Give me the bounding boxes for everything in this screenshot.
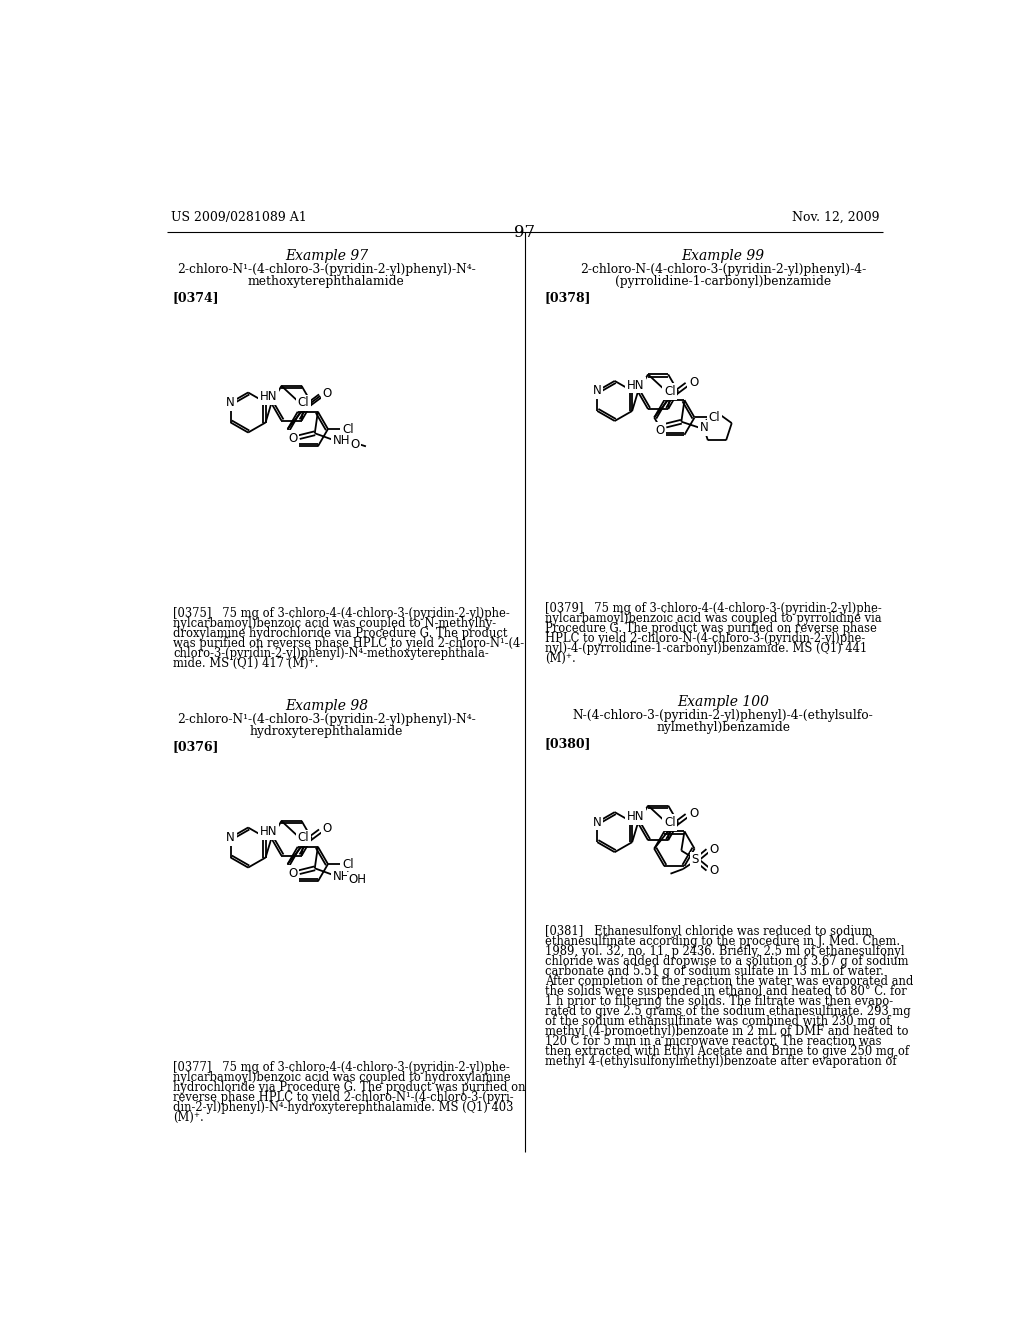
Text: O: O	[350, 437, 359, 450]
Text: US 2009/0281089 A1: US 2009/0281089 A1	[171, 211, 306, 224]
Text: 120 C for 5 min in a microwave reactor. The reaction was: 120 C for 5 min in a microwave reactor. …	[545, 1035, 882, 1048]
Text: O: O	[710, 842, 719, 855]
Text: chloride was added dropwise to a solution of 3.67 g of sodium: chloride was added dropwise to a solutio…	[545, 956, 908, 969]
Text: S: S	[691, 853, 699, 866]
Text: Example 97: Example 97	[285, 249, 368, 263]
Text: Cl: Cl	[342, 422, 354, 436]
Text: methoxyterephthalamide: methoxyterephthalamide	[248, 276, 404, 289]
Text: din-2-yl)phenyl)-N⁴-hydroxyterephthalamide. MS (Q1) 403: din-2-yl)phenyl)-N⁴-hydroxyterephthalami…	[173, 1101, 513, 1114]
Text: N: N	[593, 384, 602, 397]
Text: HN: HN	[260, 825, 278, 838]
Text: 2-chloro-N¹-(4-chloro-3-(pyridin-2-yl)phenyl)-N⁴-: 2-chloro-N¹-(4-chloro-3-(pyridin-2-yl)ph…	[177, 263, 476, 276]
Text: 1989, vol. 32, no. 11, p 2436. Briefly, 2.5 ml of ethanesulfonyl: 1989, vol. 32, no. 11, p 2436. Briefly, …	[545, 945, 904, 958]
Text: carbonate and 5.51 g of sodium sulfate in 13 mL of water.: carbonate and 5.51 g of sodium sulfate i…	[545, 965, 884, 978]
Text: [0378]: [0378]	[545, 290, 592, 304]
Text: N-(4-chloro-3-(pyridin-2-yl)phenyl)-4-(ethylsulfo-: N-(4-chloro-3-(pyridin-2-yl)phenyl)-4-(e…	[572, 709, 873, 722]
Text: hydrochloride via Procedure G. The product was purified on: hydrochloride via Procedure G. The produ…	[173, 1081, 525, 1094]
Text: Nov. 12, 2009: Nov. 12, 2009	[793, 211, 880, 224]
Text: chloro-3-(pyridin-2-yl)phenyl)-N⁴-methoxyterephthala-: chloro-3-(pyridin-2-yl)phenyl)-N⁴-methox…	[173, 647, 488, 660]
Text: 2-chloro-N¹-(4-chloro-3-(pyridin-2-yl)phenyl)-N⁴-: 2-chloro-N¹-(4-chloro-3-(pyridin-2-yl)ph…	[177, 713, 476, 726]
Text: was purified on reverse phase HPLC to yield 2-chloro-N¹-(4-: was purified on reverse phase HPLC to yi…	[173, 636, 524, 649]
Text: [0375]   75 mg of 3-chloro-4-(4-chloro-3-(pyridin-2-yl)phe-: [0375] 75 mg of 3-chloro-4-(4-chloro-3-(…	[173, 607, 510, 619]
Text: methyl 4-(ethylsulfonylmethyl)benzoate after evaporation of: methyl 4-(ethylsulfonylmethyl)benzoate a…	[545, 1056, 897, 1068]
Text: HN: HN	[260, 391, 278, 403]
Text: the solids were suspended in ethanol and heated to 80° C. for: the solids were suspended in ethanol and…	[545, 985, 906, 998]
Text: Cl: Cl	[297, 832, 309, 845]
Text: N: N	[699, 421, 709, 434]
Text: 2-chloro-N-(4-chloro-3-(pyridin-2-yl)phenyl)-4-: 2-chloro-N-(4-chloro-3-(pyridin-2-yl)phe…	[580, 263, 866, 276]
Text: nyl)-4-(pyrrolidine-1-carbonyl)benzamide. MS (Q1) 441: nyl)-4-(pyrrolidine-1-carbonyl)benzamide…	[545, 642, 867, 655]
Text: Example 98: Example 98	[285, 700, 368, 713]
Text: then extracted with Ethyl Acetate and Brine to give 250 mg of: then extracted with Ethyl Acetate and Br…	[545, 1045, 909, 1059]
Text: Cl: Cl	[709, 411, 721, 424]
Text: Cl: Cl	[342, 858, 354, 871]
Text: nylmethyl)benzamide: nylmethyl)benzamide	[656, 721, 791, 734]
Text: N: N	[226, 832, 236, 843]
Text: nylcarbamoyl)benzoic acid was coupled to N-methylhy-: nylcarbamoyl)benzoic acid was coupled to…	[173, 616, 496, 630]
Text: Procedure G. The product was purified on reverse phase: Procedure G. The product was purified on…	[545, 622, 877, 635]
Text: Example 99: Example 99	[682, 249, 765, 263]
Text: O: O	[655, 424, 665, 437]
Text: NH: NH	[333, 870, 350, 883]
Text: O: O	[289, 867, 298, 880]
Text: droxylamine hydrochloride via Procedure G. The product: droxylamine hydrochloride via Procedure …	[173, 627, 508, 640]
Text: [0381]   Ethanesulfonyl chloride was reduced to sodium: [0381] Ethanesulfonyl chloride was reduc…	[545, 925, 872, 939]
Text: [0380]: [0380]	[545, 737, 592, 750]
Text: O: O	[710, 865, 719, 876]
Text: N: N	[593, 816, 602, 829]
Text: nylcarbamoyl)benzoic acid was coupled to pyrrolidine via: nylcarbamoyl)benzoic acid was coupled to…	[545, 612, 882, 624]
Text: Cl: Cl	[664, 816, 676, 829]
Text: NH: NH	[333, 434, 350, 447]
Text: Cl: Cl	[664, 385, 676, 397]
Text: mide. MS (Q1) 417 (M)⁺.: mide. MS (Q1) 417 (M)⁺.	[173, 656, 318, 669]
Text: (pyrrolidine-1-carbonyl)benzamide: (pyrrolidine-1-carbonyl)benzamide	[615, 276, 831, 289]
Text: Cl: Cl	[297, 396, 309, 409]
Text: rated to give 2.5 grams of the sodium ethanesulfinate. 293 mg: rated to give 2.5 grams of the sodium et…	[545, 1006, 910, 1019]
Text: 97: 97	[514, 224, 536, 240]
Text: O: O	[323, 822, 332, 836]
Text: ethanesulfinate according to the procedure in J. Med. Chem.: ethanesulfinate according to the procedu…	[545, 936, 900, 948]
Text: HN: HN	[627, 379, 644, 392]
Text: N: N	[226, 396, 236, 409]
Text: of the sodium ethansulfinate was combined with 230 mg of: of the sodium ethansulfinate was combine…	[545, 1015, 891, 1028]
Text: (M)⁺.: (M)⁺.	[173, 1111, 204, 1123]
Text: hydroxyterephthalamide: hydroxyterephthalamide	[250, 725, 403, 738]
Text: [0374]: [0374]	[173, 290, 219, 304]
Text: Example 100: Example 100	[677, 696, 769, 709]
Text: reverse phase HPLC to yield 2-chloro-N¹-(4-chloro-3-(pyri-: reverse phase HPLC to yield 2-chloro-N¹-…	[173, 1090, 514, 1104]
Text: (M)⁺.: (M)⁺.	[545, 652, 575, 665]
Text: nylcarbamoyl)benzoic acid was coupled to hydroxylamine: nylcarbamoyl)benzoic acid was coupled to…	[173, 1071, 511, 1084]
Text: 1 h prior to filtering the solids. The filtrate was then evapo-: 1 h prior to filtering the solids. The f…	[545, 995, 893, 1008]
Text: [0379]   75 mg of 3-chloro-4-(4-chloro-3-(pyridin-2-yl)phe-: [0379] 75 mg of 3-chloro-4-(4-chloro-3-(…	[545, 602, 882, 615]
Text: OH: OH	[348, 874, 367, 886]
Text: O: O	[289, 432, 298, 445]
Text: O: O	[689, 376, 698, 388]
Text: methyl (4-bromoethyl)benzoate in 2 mL of DMF and heated to: methyl (4-bromoethyl)benzoate in 2 mL of…	[545, 1026, 908, 1039]
Text: HPLC to yield 2-chloro-N-(4-chloro-3-(pyridin-2-yl)phe-: HPLC to yield 2-chloro-N-(4-chloro-3-(py…	[545, 632, 865, 645]
Text: [0376]: [0376]	[173, 741, 219, 754]
Text: O: O	[323, 387, 332, 400]
Text: After completion of the reaction the water was evaporated and: After completion of the reaction the wat…	[545, 975, 913, 989]
Text: O: O	[689, 807, 698, 820]
Text: [0377]   75 mg of 3-chloro-4-(4-chloro-3-(pyridin-2-yl)phe-: [0377] 75 mg of 3-chloro-4-(4-chloro-3-(…	[173, 1061, 510, 1074]
Text: HN: HN	[627, 810, 644, 822]
